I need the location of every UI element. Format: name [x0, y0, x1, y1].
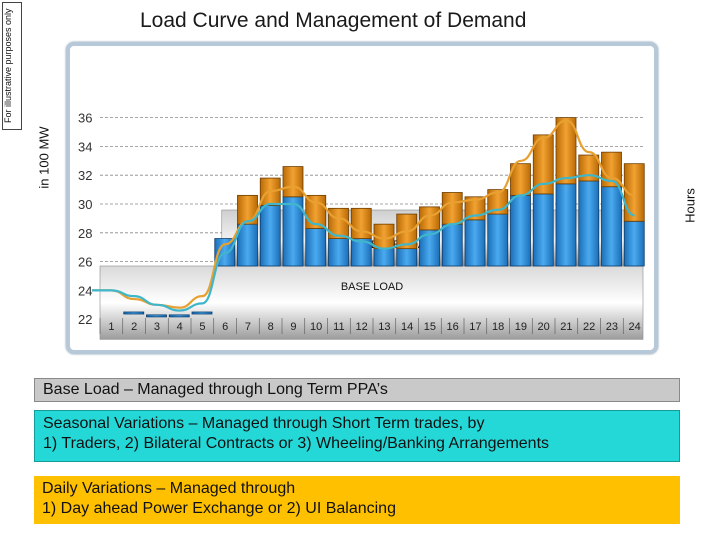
blue-bar-hour-20 [532, 193, 554, 267]
x-tick-label-hour-12: 12 [356, 321, 368, 333]
base-load-label-lower: BASE LOAD [341, 281, 403, 293]
y-tick-label-34: 34 [78, 139, 92, 154]
x-tick-label-hour-4: 4 [177, 321, 183, 333]
y-tick-label-24: 24 [78, 283, 92, 298]
page-title: Load Curve and Management of Demand [140, 9, 527, 32]
x-tick-label-hour-7: 7 [245, 321, 251, 333]
x-tick-label-hour-23: 23 [606, 321, 618, 333]
x-tick-label-hour-19: 19 [515, 321, 527, 333]
x-tick-label-hour-5: 5 [199, 321, 205, 333]
x-tick-label-hour-18: 18 [492, 321, 504, 333]
x-tick-label-hour-17: 17 [469, 321, 481, 333]
blue-bar-hour-14 [396, 248, 418, 267]
base-load-box: Base Load – Managed through Long Term PP… [34, 378, 680, 402]
x-tick-label-hour-3: 3 [154, 321, 160, 333]
x-tick-label-hour-14: 14 [401, 321, 413, 333]
x-tick-label-hour-20: 20 [538, 321, 550, 333]
x-tick-label-hour-24: 24 [629, 321, 641, 333]
orange-bar-hour-9 [282, 166, 304, 198]
orange-bar-hour-21 [555, 117, 577, 185]
daily-text-line1: Daily Variations – Managed through [42, 480, 296, 497]
orange-bar-hour-24 [623, 163, 645, 222]
daily-text-line2: 1) Day ahead Power Exchange or 2) UI Bal… [42, 500, 396, 517]
x-tick-label-hour-6: 6 [222, 321, 228, 333]
y-tick-label-30: 30 [78, 197, 92, 212]
orange-bar-hour-15 [419, 206, 440, 231]
x-tick-label-hour-1: 1 [108, 321, 114, 333]
x-tick-label-hour-22: 22 [583, 321, 595, 333]
x-tick-label-hour-8: 8 [268, 321, 274, 333]
blue-bar-hour-10 [305, 228, 327, 267]
y-tick-label-26: 26 [78, 255, 92, 270]
x-tick-label-hour-13: 13 [378, 321, 390, 333]
blue-bar-hour-16 [441, 223, 463, 267]
x-tick-label-hour-9: 9 [290, 321, 296, 333]
side-note-box [2, 2, 22, 130]
blue-bar-hour-13 [373, 248, 395, 267]
y-tick-label-32: 32 [78, 168, 92, 183]
blue-bar-hour-17 [464, 219, 486, 267]
x-tick-label-hour-10: 10 [310, 321, 322, 333]
blue-bar-hour-18 [487, 213, 509, 267]
blue-bar-hour-2 [123, 311, 145, 315]
y-tick-label-36: 36 [78, 111, 92, 126]
seasonal-text-line2: 1) Traders, 2) Bilateral Contracts or 3)… [43, 435, 550, 452]
blue-bar-hour-7 [237, 223, 258, 267]
teal-load-curve [92, 174, 635, 312]
seasonal-variations-box: Seasonal Variations – Managed through Sh… [34, 410, 680, 462]
x-tick-label-hour-11: 11 [333, 321, 344, 333]
orange-bar-hour-20 [532, 134, 554, 195]
blue-bar-hour-4 [168, 314, 190, 318]
blue-bar-hour-24 [623, 220, 645, 267]
orange-bar-hour-16 [441, 192, 463, 225]
x-tick-label-hour-2: 2 [131, 321, 137, 333]
seasonal-text-line1: Seasonal Variations – Managed through Sh… [43, 415, 485, 432]
blue-bar-hour-11 [328, 238, 349, 267]
blue-bar-hour-22 [578, 180, 600, 267]
base-load-text: Base Load – Managed through Long Term PP… [43, 381, 388, 398]
blue-bar-hour-23 [601, 186, 622, 267]
blue-bar-hour-3 [146, 314, 167, 318]
y-tick-label-28: 28 [78, 226, 92, 241]
blue-bar-hour-21 [555, 183, 577, 267]
x-tick-label-hour-16: 16 [447, 321, 459, 333]
x-tick-label-hour-15: 15 [424, 321, 436, 333]
y-tick-label-22: 22 [78, 312, 92, 327]
orange-bar-hour-12 [350, 207, 372, 239]
blue-bar-hour-8 [259, 205, 281, 267]
blue-bar-hour-5 [191, 311, 213, 315]
daily-variations-box: Daily Variations – Managed through 1) Da… [34, 476, 680, 524]
blue-bar-hour-19 [510, 194, 531, 267]
orange-load-curve [92, 119, 635, 309]
x-tick-label-hour-21: 21 [560, 321, 572, 333]
